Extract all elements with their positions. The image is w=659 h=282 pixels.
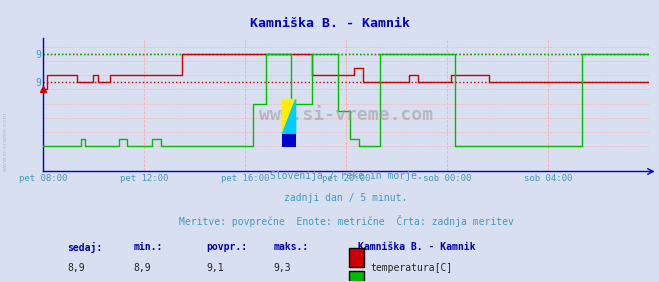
Text: Meritve: povprečne  Enote: metrične  Črta: zadnja meritev: Meritve: povprečne Enote: metrične Črta:… <box>179 215 513 227</box>
Text: www.si-vreme.com: www.si-vreme.com <box>3 111 8 171</box>
Text: Kamniška B. - Kamnik: Kamniška B. - Kamnik <box>358 243 476 252</box>
Text: temperatura[C]: temperatura[C] <box>370 263 453 273</box>
Text: Slovenija / reke in morje.: Slovenija / reke in morje. <box>270 171 422 181</box>
Polygon shape <box>282 100 296 134</box>
Text: 9,3: 9,3 <box>273 263 291 273</box>
Text: 8,9: 8,9 <box>67 263 85 273</box>
Text: www.si-vreme.com: www.si-vreme.com <box>259 106 433 124</box>
FancyBboxPatch shape <box>349 248 364 268</box>
Text: 9,1: 9,1 <box>206 263 224 273</box>
Text: 8,9: 8,9 <box>134 263 152 273</box>
Text: maks.:: maks.: <box>273 243 308 252</box>
Text: min.:: min.: <box>134 243 163 252</box>
Text: Kamniška B. - Kamnik: Kamniška B. - Kamnik <box>250 17 409 30</box>
Text: povpr.:: povpr.: <box>206 243 248 252</box>
Text: sedaj:: sedaj: <box>67 243 102 254</box>
FancyBboxPatch shape <box>349 271 364 282</box>
Polygon shape <box>282 100 296 134</box>
Bar <box>282 134 296 147</box>
Text: zadnji dan / 5 minut.: zadnji dan / 5 minut. <box>284 193 408 203</box>
